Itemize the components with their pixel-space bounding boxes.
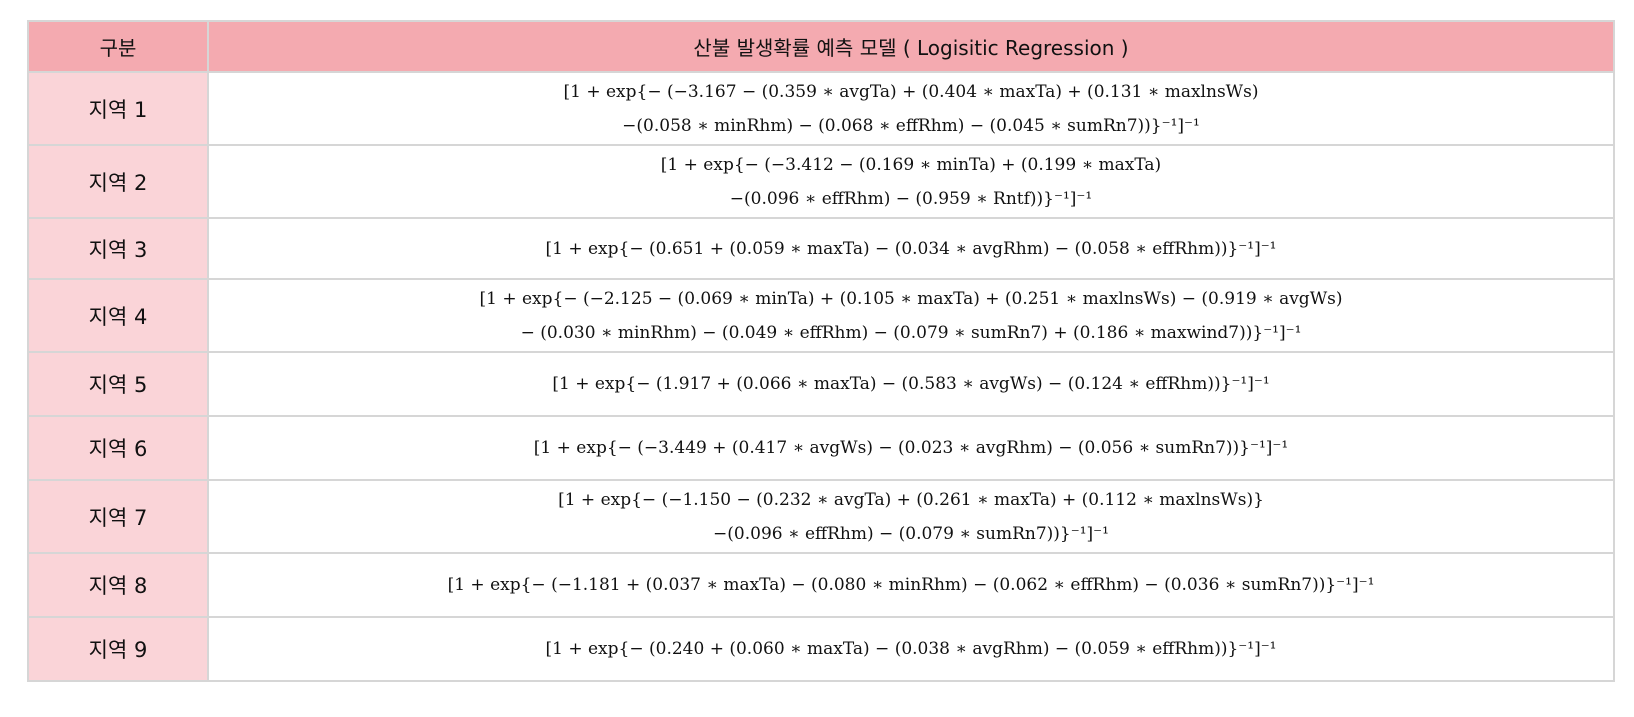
formula-line: [1 + exp{− (1.917 + (0.066 ∗ maxTa) − (0… [552, 374, 1270, 394]
formula-line: [1 + exp{− (−3.412 − (0.169 ∗ minTa) + (… [660, 154, 1162, 175]
formula-line: [1 + exp{− (0.240 + (0.060 ∗ maxTa) − (0… [545, 639, 1277, 659]
formula-line: − (0.030 ∗ minRhm) − (0.049 ∗ effRhm) − … [520, 322, 1302, 343]
table-row: 지역 9 [1 + exp{− (0.240 + (0.060 ∗ maxTa)… [27, 616, 1615, 682]
header-row: 구분 산불 발생확률 예측 모델 ( Logisitic Regression … [27, 20, 1615, 73]
formula-cell: [1 + exp{− (−1.150 − (0.232 ∗ avgTa) + (… [207, 479, 1615, 554]
table-row: 지역 8 [1 + exp{− (−1.181 + (0.037 ∗ maxTa… [27, 552, 1615, 618]
formula-line: [1 + exp{− (−2.125 − (0.069 ∗ minTa) + (… [479, 288, 1343, 309]
formula-line: [1 + exp{− (−3.449 + (0.417 ∗ avgWs) − (… [533, 438, 1289, 458]
header-model: 산불 발생확률 예측 모델 ( Logisitic Regression ) [207, 20, 1615, 73]
formula-line: [1 + exp{− (0.651 + (0.059 ∗ maxTa) − (0… [545, 238, 1277, 259]
region-cell: 지역 3 [27, 217, 209, 280]
table-row: 지역 4 [1 + exp{− (−2.125 − (0.069 ∗ minTa… [27, 278, 1615, 353]
formula-cell: [1 + exp{− (−3.412 − (0.169 ∗ minTa) + (… [207, 144, 1615, 219]
table-row: 지역 7 [1 + exp{− (−1.150 − (0.232 ∗ avgTa… [27, 479, 1615, 554]
region-cell: 지역 7 [27, 479, 209, 554]
region-cell: 지역 6 [27, 415, 209, 481]
region-cell: 지역 9 [27, 616, 209, 682]
formula-line: −(0.096 ∗ effRhm) − (0.959 ∗ Rntf))}⁻¹]⁻… [729, 188, 1093, 209]
formula-cell: [1 + exp{− (−3.449 + (0.417 ∗ avgWs) − (… [207, 415, 1615, 481]
header-category: 구분 [27, 20, 209, 73]
formula-line: [1 + exp{− (−3.167 − (0.359 ∗ avgTa) + (… [563, 81, 1259, 102]
formula-cell: [1 + exp{− (−1.181 + (0.037 ∗ maxTa) − (… [207, 552, 1615, 618]
table-row: 지역 6 [1 + exp{− (−3.449 + (0.417 ∗ avgWs… [27, 415, 1615, 481]
table-row: 지역 3 [1 + exp{− (0.651 + (0.059 ∗ maxTa)… [27, 217, 1615, 280]
table-row: 지역 2 [1 + exp{− (−3.412 − (0.169 ∗ minTa… [27, 144, 1615, 219]
region-cell: 지역 5 [27, 351, 209, 417]
formula-line: −(0.058 ∗ minRhm) − (0.068 ∗ effRhm) − (… [622, 115, 1200, 136]
region-cell: 지역 8 [27, 552, 209, 618]
region-cell: 지역 1 [27, 71, 209, 146]
table-row: 지역 5 [1 + exp{− (1.917 + (0.066 ∗ maxTa)… [27, 351, 1615, 417]
region-cell: 지역 4 [27, 278, 209, 353]
formula-line: −(0.096 ∗ effRhm) − (0.079 ∗ sumRn7))}⁻¹… [713, 523, 1109, 544]
table-row: 지역 1 [1 + exp{− (−3.167 − (0.359 ∗ avgTa… [27, 71, 1615, 146]
formula-cell: [1 + exp{− (1.917 + (0.066 ∗ maxTa) − (0… [207, 351, 1615, 417]
formula-cell: [1 + exp{− (−2.125 − (0.069 ∗ minTa) + (… [207, 278, 1615, 353]
formula-cell: [1 + exp{− (0.651 + (0.059 ∗ maxTa) − (0… [207, 217, 1615, 280]
formula-line: [1 + exp{− (−1.181 + (0.037 ∗ maxTa) − (… [447, 575, 1375, 595]
formula-cell: [1 + exp{− (−3.167 − (0.359 ∗ avgTa) + (… [207, 71, 1615, 146]
model-table: 구분 산불 발생확률 예측 모델 ( Logisitic Regression … [27, 20, 1615, 682]
formula-line: [1 + exp{− (−1.150 − (0.232 ∗ avgTa) + (… [558, 489, 1264, 510]
region-cell: 지역 2 [27, 144, 209, 219]
formula-cell: [1 + exp{− (0.240 + (0.060 ∗ maxTa) − (0… [207, 616, 1615, 682]
